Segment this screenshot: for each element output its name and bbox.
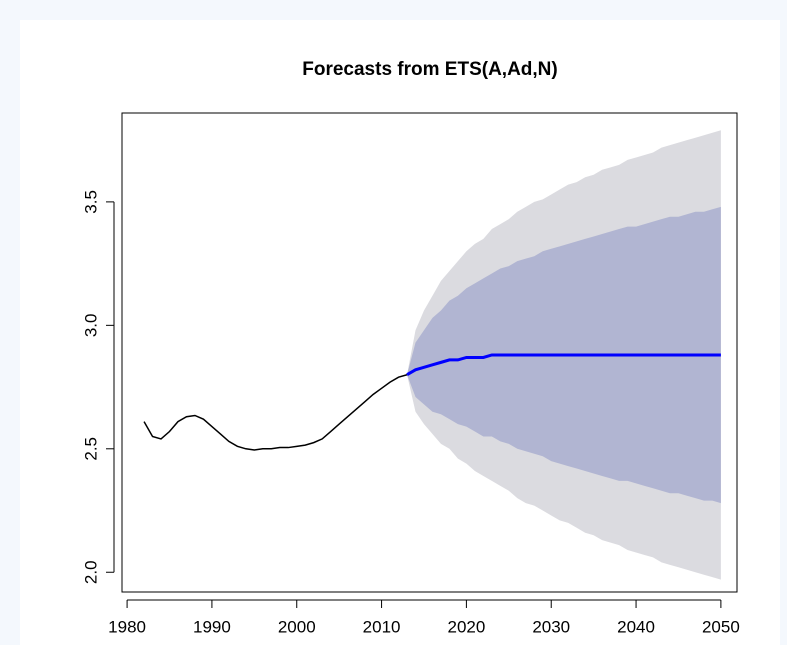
x-tick-label: 2050 [702,617,740,636]
x-tick-label: 2030 [532,617,570,636]
forecast-line [406,353,721,377]
history-line [143,374,408,451]
y-tick-label: 3.5 [81,190,100,214]
chart-title: Forecasts from ETS(A,Ad,N) [302,59,557,80]
x-tick-label: 1990 [193,617,231,636]
y-tick-label: 2.0 [81,560,100,584]
x-tick-label: 2020 [447,617,485,636]
x-tick-label: 1980 [108,617,146,636]
y-tick-label: 3.0 [81,314,100,338]
plot-box [121,112,738,593]
x-tick-label: 2010 [363,617,401,636]
x-tick-label: 2040 [617,617,655,636]
x-tick-label: 2000 [278,617,316,636]
y-tick-label: 2.5 [81,437,100,461]
